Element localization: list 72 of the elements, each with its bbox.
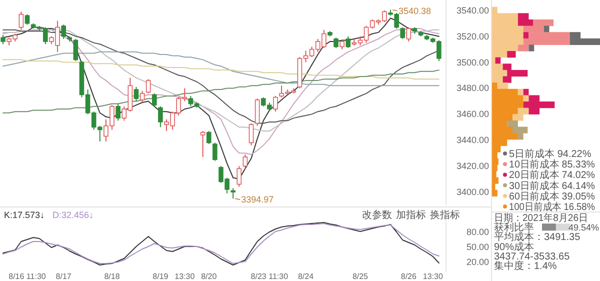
y-tick-label: 3480.00 bbox=[456, 83, 489, 94]
x-tick-label: 8/16 11:30 bbox=[8, 272, 46, 281]
candlestick bbox=[73, 38, 78, 62]
candlestick bbox=[254, 98, 260, 126]
candlestick bbox=[158, 106, 163, 128]
legend-label: 5日前成本 94.22% bbox=[509, 148, 592, 160]
y-tick-label: 50.00 bbox=[466, 242, 489, 252]
candlestick bbox=[212, 142, 218, 162]
candlestick bbox=[0, 34, 6, 45]
x-tick-label: 8/17 bbox=[56, 272, 72, 281]
x-tick-label: 13:30 bbox=[174, 272, 196, 281]
y-tick-label: 3460.00 bbox=[456, 109, 489, 120]
y-tick-label: 3420.00 bbox=[456, 161, 489, 172]
candlestick bbox=[61, 24, 66, 40]
bar bbox=[518, 88, 524, 96]
bar bbox=[528, 44, 534, 52]
candlestick bbox=[146, 78, 151, 94]
annotation: 3394.97 bbox=[241, 194, 274, 205]
candlestick bbox=[400, 26, 406, 40]
bar bbox=[523, 32, 529, 39]
legend-label: 10日前成本 85.33% bbox=[509, 158, 597, 171]
candlestick bbox=[24, 14, 30, 26]
annotation: 改参数 bbox=[362, 209, 392, 221]
annotation: 加指标 bbox=[396, 209, 426, 221]
legend-label: 60日前成本 39.05% bbox=[509, 190, 597, 202]
candlestick bbox=[206, 130, 212, 145]
bar bbox=[495, 57, 501, 64]
candlestick bbox=[230, 188, 236, 200]
candlestick bbox=[242, 154, 248, 170]
candlestick bbox=[152, 92, 157, 107]
legend-label: 20日前成本 74.02% bbox=[509, 169, 597, 182]
x-tick-label: 8/20 bbox=[201, 272, 218, 281]
y-tick-label: 20.00 bbox=[466, 257, 489, 267]
annotation: 换指标 bbox=[430, 209, 460, 221]
text: D:32.456↓ bbox=[52, 210, 94, 220]
y-tick-label: 3440.00 bbox=[456, 135, 489, 146]
line-series bbox=[2, 51, 440, 86]
bar bbox=[507, 51, 516, 58]
text: 90%成本 bbox=[494, 240, 534, 253]
candlestick bbox=[134, 86, 139, 102]
candlestick bbox=[346, 36, 351, 49]
x-tick-label: 8/23 11:30 bbox=[250, 272, 289, 281]
bar bbox=[523, 95, 529, 102]
x-tick-label: 8/19 bbox=[152, 272, 169, 281]
x-tick-label: 8/25 bbox=[352, 272, 369, 281]
candlestick bbox=[236, 166, 242, 188]
text: 集中度：1.4% bbox=[494, 260, 557, 272]
line-series bbox=[2, 59, 440, 80]
y-tick-label: 80.00 bbox=[466, 227, 489, 237]
candlestick bbox=[273, 96, 278, 112]
y-tick-label: 3500.00 bbox=[456, 57, 489, 68]
candlestick bbox=[248, 122, 254, 146]
y-tick-label: 3520.00 bbox=[456, 31, 489, 42]
annotation: 3540.38 bbox=[398, 6, 432, 16]
x-tick-label: 8/26 bbox=[400, 272, 418, 281]
x-tick-label: 8/24 bbox=[298, 272, 314, 281]
text: K:17.573↓ bbox=[4, 210, 45, 220]
candlestick bbox=[140, 90, 145, 103]
y-tick-label: 3400.00 bbox=[456, 187, 489, 198]
legend-label: 30日前成本 64.14% bbox=[509, 180, 597, 192]
candlestick bbox=[116, 103, 120, 122]
candlestick bbox=[340, 40, 344, 50]
y-tick-label: 3540.00 bbox=[456, 5, 489, 16]
candlestick bbox=[18, 11, 24, 30]
candlestick bbox=[200, 130, 206, 158]
x-tick-label: 13:30 bbox=[422, 272, 444, 281]
candlestick bbox=[406, 26, 412, 42]
legend-label: 100日前成本 16.58% bbox=[509, 201, 600, 213]
x-tick-label: 8/18 bbox=[104, 272, 120, 281]
data-label: 49.54% bbox=[568, 222, 599, 233]
line-series bbox=[2, 70, 440, 114]
candlestick bbox=[334, 37, 338, 49]
